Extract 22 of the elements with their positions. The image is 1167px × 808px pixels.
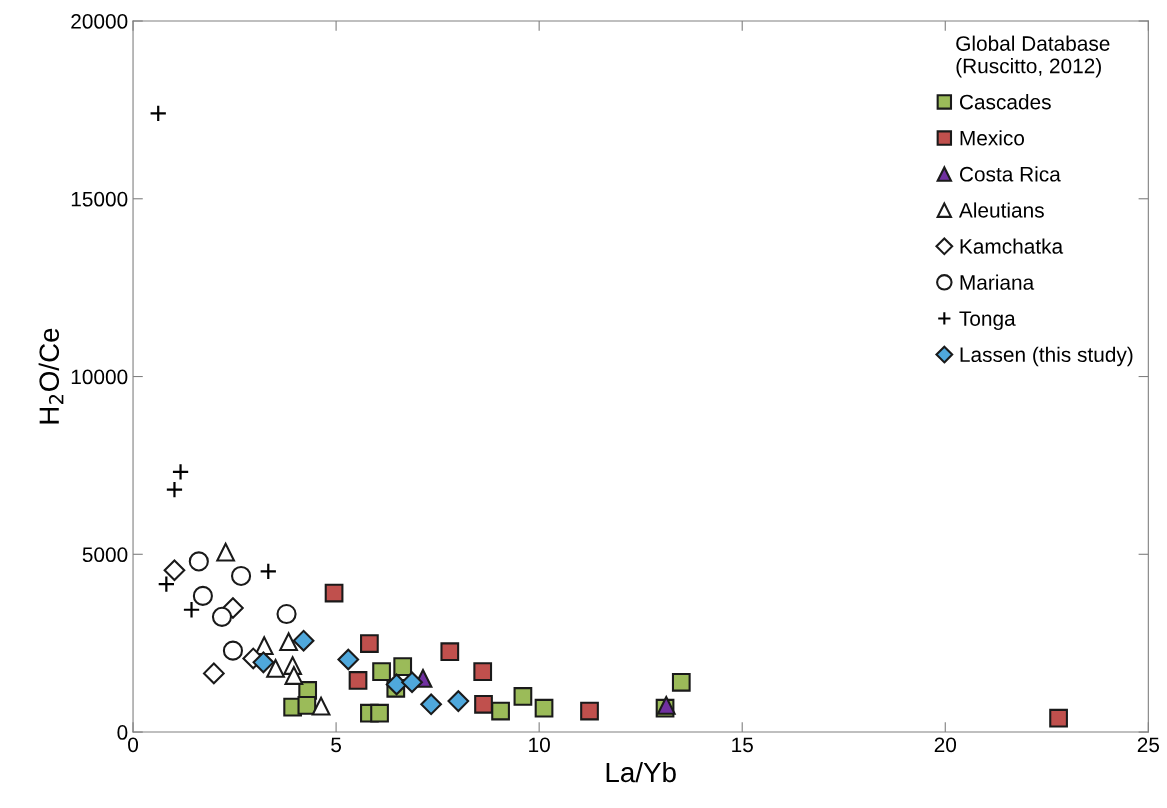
legend-label: Cascades <box>959 94 1051 110</box>
legend-label: Mariana <box>960 274 1035 290</box>
x-axis-title: La/Yb <box>606 761 676 783</box>
legend-label: Tonga <box>959 311 1016 331</box>
x-tick-label: 20 <box>934 737 957 753</box>
x-tick-label: 0 <box>128 737 139 753</box>
legend-title: Global Database (Ruscitto, 2012) <box>956 35 1110 78</box>
x-tick-label: 15 <box>732 737 753 753</box>
legend-label: Costa Rica <box>959 166 1061 182</box>
legend-label: Kamchatka <box>960 238 1064 254</box>
legend-label: Mexico <box>960 130 1025 146</box>
legend-label: Aleutians <box>958 202 1044 218</box>
x-tick-label: 25 <box>1137 737 1160 753</box>
x-tick-label: 5 <box>331 737 342 753</box>
y-axis-title: H$_{2}$O/Ce <box>38 328 64 424</box>
y-tick-label: 20000 <box>71 14 128 29</box>
y-tick-label: 15000 <box>71 191 128 207</box>
legend-label: Lassen (this study) <box>960 346 1133 367</box>
y-tick-label: 0 <box>117 725 128 740</box>
y-tick-label: 5000 <box>82 547 128 563</box>
y-tick-label: 10000 <box>71 369 128 385</box>
x-tick-label: 10 <box>529 737 550 753</box>
